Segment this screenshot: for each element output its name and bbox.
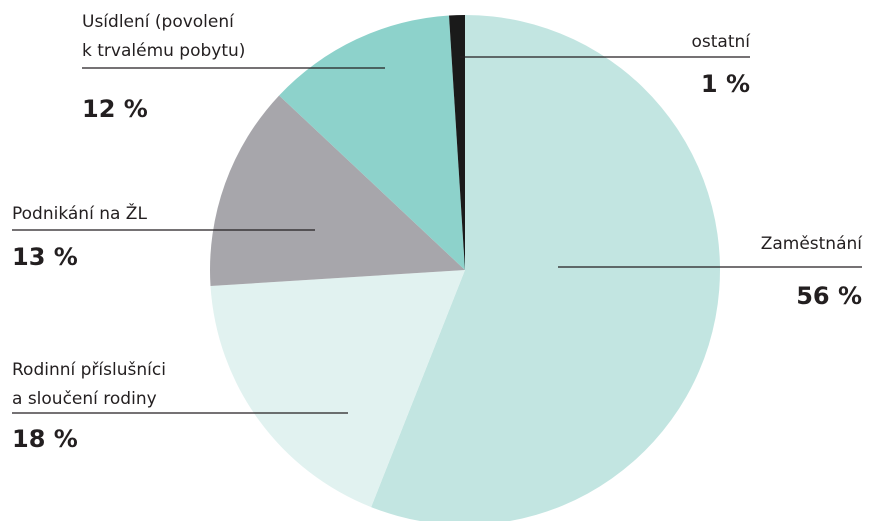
slice-label: k trvalému pobytu) xyxy=(82,41,245,61)
pie-slice xyxy=(210,95,465,287)
value-label: 1 % xyxy=(701,70,750,98)
value-label: 18 % xyxy=(12,425,78,453)
value-label: 13 % xyxy=(12,243,78,271)
value-label: 56 % xyxy=(796,282,862,310)
slice-label: Zaměstnání xyxy=(761,234,864,254)
slice-label: Podnikání na ŽL xyxy=(12,202,147,224)
value-label: 12 % xyxy=(82,95,148,123)
pie-slice xyxy=(448,15,465,270)
slice-label: Usídlení (povolení xyxy=(82,12,235,32)
slice-label: a sloučení rodiny xyxy=(12,389,157,409)
pie-slice xyxy=(210,270,465,508)
pie-slice xyxy=(371,15,720,521)
slice-label: Rodinní příslušníci xyxy=(12,360,166,380)
pie-slice xyxy=(279,15,465,270)
slice-label: ostatní xyxy=(691,32,751,52)
